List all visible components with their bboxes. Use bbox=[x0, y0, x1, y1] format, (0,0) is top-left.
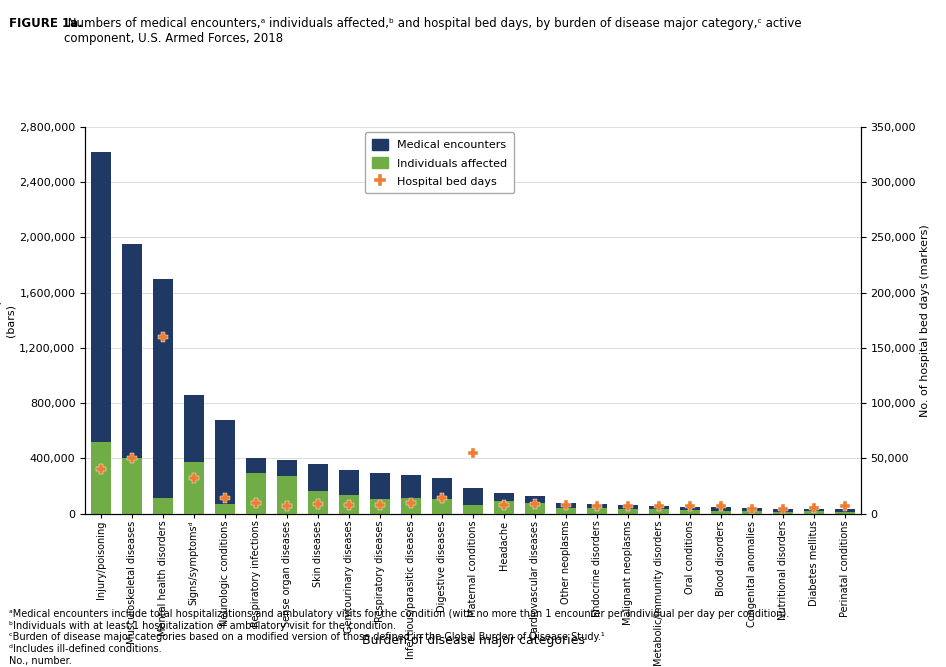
Bar bbox=[215, 504, 235, 514]
Bar bbox=[122, 458, 142, 514]
Bar bbox=[743, 511, 762, 514]
Bar bbox=[277, 460, 297, 514]
Point bbox=[683, 500, 698, 511]
Bar bbox=[215, 420, 235, 514]
Bar bbox=[587, 504, 607, 514]
Bar bbox=[773, 512, 794, 514]
Legend: Medical encounters, Individuals affected, Hospital bed days: Medical encounters, Individuals affected… bbox=[365, 132, 514, 193]
Bar bbox=[307, 491, 328, 514]
Point bbox=[248, 497, 263, 508]
Point bbox=[838, 500, 853, 511]
Point bbox=[403, 497, 418, 508]
Point bbox=[713, 500, 728, 511]
Bar bbox=[463, 488, 483, 514]
Bar bbox=[370, 499, 390, 514]
Bar bbox=[618, 509, 639, 514]
Y-axis label: No. of medical encounters/individuals affected
(bars): No. of medical encounters/individuals af… bbox=[0, 190, 15, 450]
Bar bbox=[525, 503, 545, 514]
Point bbox=[124, 453, 139, 464]
Text: FIGURE 1a.: FIGURE 1a. bbox=[9, 17, 83, 29]
Text: ᵃMedical encounters include total hospitalizations and ambulatory visits for the: ᵃMedical encounters include total hospit… bbox=[9, 609, 790, 666]
Point bbox=[279, 500, 294, 511]
Bar bbox=[587, 508, 607, 514]
Point bbox=[589, 500, 604, 511]
Bar bbox=[680, 507, 700, 514]
Bar bbox=[649, 506, 669, 514]
Point bbox=[155, 331, 170, 342]
Bar bbox=[711, 510, 731, 514]
Bar bbox=[432, 478, 452, 514]
Bar bbox=[339, 495, 359, 514]
Bar bbox=[649, 509, 669, 514]
Text: Burden of disease major categories: Burden of disease major categories bbox=[361, 634, 585, 647]
Point bbox=[310, 498, 325, 509]
Bar bbox=[339, 470, 359, 514]
Bar bbox=[401, 498, 421, 514]
Bar bbox=[91, 151, 111, 514]
Bar bbox=[246, 458, 266, 514]
Point bbox=[93, 464, 108, 475]
Bar bbox=[804, 509, 824, 514]
Point bbox=[434, 493, 449, 504]
Bar bbox=[370, 473, 390, 514]
Bar bbox=[463, 506, 483, 514]
Bar bbox=[432, 499, 452, 514]
Bar bbox=[743, 508, 762, 514]
Point bbox=[465, 448, 481, 458]
Point bbox=[528, 498, 543, 509]
Bar bbox=[804, 511, 824, 514]
Bar bbox=[152, 498, 173, 514]
Bar bbox=[556, 508, 576, 514]
Bar bbox=[494, 493, 514, 514]
Bar bbox=[556, 503, 576, 514]
Bar bbox=[401, 475, 421, 514]
Bar bbox=[525, 496, 545, 514]
Point bbox=[218, 493, 233, 504]
Y-axis label: No. of hospital bed days (markers): No. of hospital bed days (markers) bbox=[920, 224, 930, 416]
Bar bbox=[618, 505, 639, 514]
Bar bbox=[91, 442, 111, 514]
Bar bbox=[246, 473, 266, 514]
Bar bbox=[773, 509, 794, 514]
Point bbox=[745, 504, 760, 514]
Bar bbox=[835, 512, 855, 514]
Bar bbox=[184, 395, 203, 514]
Bar bbox=[835, 510, 855, 514]
Bar bbox=[152, 279, 173, 514]
Point bbox=[558, 500, 573, 510]
Bar bbox=[711, 508, 731, 514]
Bar bbox=[494, 501, 514, 514]
Point bbox=[807, 503, 822, 514]
Point bbox=[186, 473, 201, 484]
Bar bbox=[184, 462, 203, 514]
Text: Numbers of medical encounters,ᵃ individuals affected,ᵇ and hospital bed days, by: Numbers of medical encounters,ᵃ individu… bbox=[64, 17, 802, 45]
Bar bbox=[277, 476, 297, 514]
Bar bbox=[680, 510, 700, 514]
Point bbox=[373, 500, 388, 510]
Point bbox=[621, 500, 636, 511]
Point bbox=[497, 500, 512, 510]
Bar bbox=[307, 464, 328, 514]
Point bbox=[342, 500, 357, 510]
Bar bbox=[122, 244, 142, 514]
Point bbox=[776, 504, 791, 514]
Point bbox=[652, 500, 667, 511]
